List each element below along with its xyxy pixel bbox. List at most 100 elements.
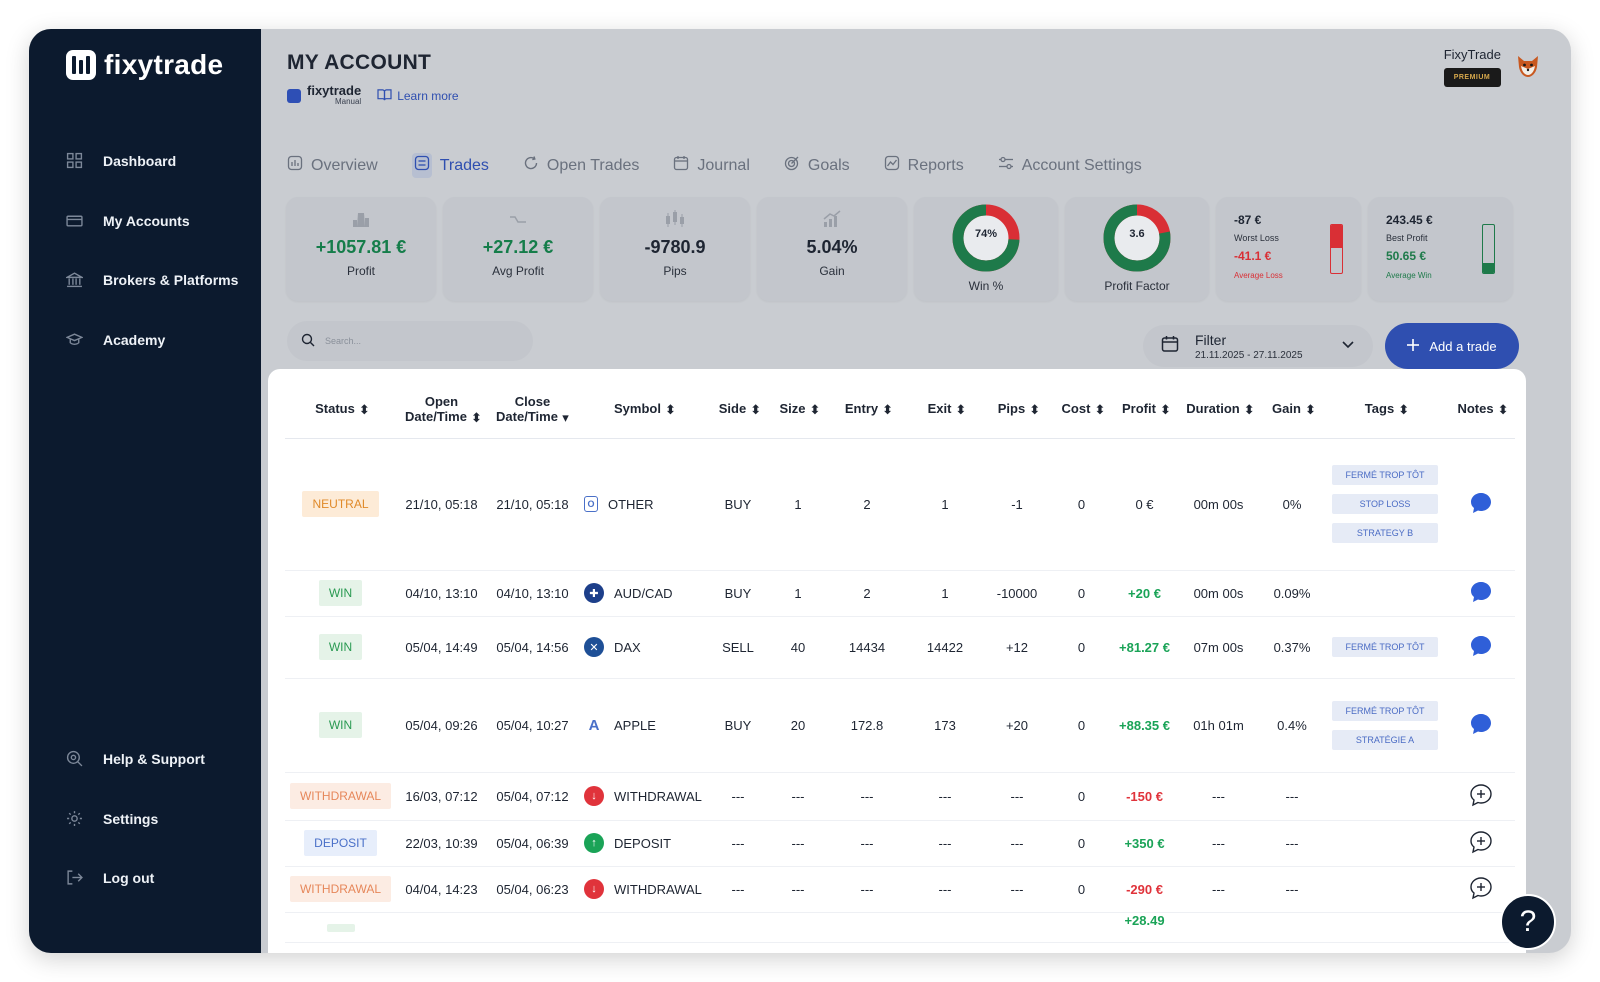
column-header-duration[interactable]: Duration ⬍ xyxy=(1176,381,1261,439)
column-header-notes[interactable]: Notes ⬍ xyxy=(1447,381,1515,439)
sidebar-item-dashboard[interactable]: Dashboard xyxy=(66,152,176,169)
date-filter-dropdown[interactable]: Filter 21.11.2025 - 27.11.2025 xyxy=(1143,325,1373,367)
table-row[interactable]: WITHDRAWAL 04/04, 14:23 05/04, 06:23 ↓ WI… xyxy=(285,866,1515,913)
sort-icon: ⬍ xyxy=(1243,402,1255,418)
symbol-name: DAX xyxy=(614,639,641,655)
help-button[interactable]: ? xyxy=(1500,894,1556,950)
add-trade-button[interactable]: Add a trade xyxy=(1385,323,1519,369)
column-header-side[interactable]: Side ⬍ xyxy=(708,381,768,439)
entry-cell: 2 xyxy=(828,570,906,617)
calendar-icon xyxy=(1161,335,1179,358)
target-icon xyxy=(784,155,800,176)
size-cell: --- xyxy=(768,820,828,867)
open-datetime: 21/10, 05:18 xyxy=(396,438,487,571)
tab-open-trades[interactable]: Open Trades xyxy=(523,153,639,178)
column-header-exit[interactable]: Exit ⬍ xyxy=(906,381,984,439)
tab-goals[interactable]: Goals xyxy=(784,153,850,178)
table-row[interactable]: DEPOSIT 22/03, 10:39 05/04, 06:39 ↑ DEPOS… xyxy=(285,820,1515,867)
entry-cell: 14434 xyxy=(828,616,906,679)
note-bubble-icon[interactable] xyxy=(1468,713,1494,740)
sidebar-item-academy[interactable]: Academy xyxy=(65,331,165,348)
sidebar-item-label: My Accounts xyxy=(103,212,190,229)
trade-tag[interactable]: STRATÉGIE A xyxy=(1332,729,1438,750)
note-bubble-icon[interactable] xyxy=(1468,581,1494,608)
table-row[interactable]: WIN 05/04, 14:49 05/04, 14:56 ✕ DAX SELL … xyxy=(285,616,1515,679)
sidebar-item-brokers[interactable]: Brokers & Platforms xyxy=(64,271,238,288)
column-header-tags[interactable]: Tags ⬍ xyxy=(1323,381,1447,439)
column-header-cost[interactable]: Cost ⬍ xyxy=(1050,381,1113,439)
search-input[interactable]: Search... xyxy=(287,321,533,361)
column-header-profit[interactable]: Profit ⬍ xyxy=(1113,381,1176,439)
withdrawal-arrow-icon: ↓ xyxy=(584,879,604,899)
apple-stock-icon: A xyxy=(588,716,600,734)
pips-cell: -1 xyxy=(984,438,1050,571)
column-header-open[interactable]: Open Date/Time ⬍ xyxy=(396,381,487,439)
status-cell: WITHDRAWAL xyxy=(285,772,396,821)
status-badge: WIN xyxy=(318,712,363,738)
trade-tag[interactable]: FERMÉ TROP TÔT xyxy=(1332,465,1438,485)
tab-reports[interactable]: Reports xyxy=(884,153,964,178)
table-row[interactable]: +28.49 xyxy=(285,912,1515,943)
avatar[interactable] xyxy=(1515,53,1541,79)
profit-cell: -150 € xyxy=(1113,772,1176,821)
sort-icon: ⬍ xyxy=(1159,402,1171,418)
account-source: fixytrade Manual Learn more xyxy=(287,84,459,106)
add-note-icon[interactable] xyxy=(1468,783,1494,811)
column-header-close[interactable]: Close Date/Time ▾ xyxy=(487,381,578,439)
status-badge: WIN xyxy=(318,634,363,660)
profit-factor-label: Profit Factor xyxy=(1104,279,1170,293)
table-row[interactable]: NEUTRAL 21/10, 05:18 21/10, 05:18 O OTHER… xyxy=(285,438,1515,571)
side-cell: SELL xyxy=(708,616,768,679)
tab-account-settings[interactable]: Account Settings xyxy=(998,153,1142,178)
pips-cell: -10000 xyxy=(984,570,1050,617)
column-header-entry[interactable]: Entry ⬍ xyxy=(828,381,906,439)
column-header-gain[interactable]: Gain ⬍ xyxy=(1261,381,1323,439)
column-header-pips[interactable]: Pips ⬍ xyxy=(984,381,1050,439)
notes-cell xyxy=(1447,678,1515,773)
column-header-size[interactable]: Size ⬍ xyxy=(768,381,828,439)
table-row[interactable]: WIN 05/04, 09:26 05/04, 10:27 A APPLE BUY… xyxy=(285,678,1515,773)
trade-tag[interactable]: STRATEGY B xyxy=(1332,523,1438,543)
gain-label: Gain xyxy=(819,264,845,278)
learn-more-link[interactable]: Learn more xyxy=(377,88,459,104)
brand-logo[interactable]: fixytrade xyxy=(66,49,223,81)
symbol-name: OTHER xyxy=(608,496,654,512)
sidebar-item-logout[interactable]: Log out xyxy=(66,869,154,886)
column-header-symbol[interactable]: Symbol ⬍ xyxy=(578,381,708,439)
trade-tag[interactable]: FERMÉ TROP TÔT xyxy=(1332,700,1438,721)
tab-label: Trades xyxy=(439,156,489,174)
win-ratio-bar xyxy=(1482,224,1495,274)
symbol-cell: ↓ WITHDRAWAL xyxy=(578,866,708,913)
symbol-cell: ↓ WITHDRAWAL xyxy=(578,772,708,821)
cost-cell: 0 xyxy=(1050,438,1113,571)
column-header-status[interactable]: Status ⬍ xyxy=(285,381,396,439)
trade-tag[interactable]: FERMÉ TROP TÔT xyxy=(1332,637,1438,657)
table-row[interactable]: WITHDRAWAL 16/03, 07:12 05/04, 07:12 ↓ WI… xyxy=(285,772,1515,821)
entry-cell: 2 xyxy=(828,438,906,571)
refresh-icon xyxy=(523,155,539,176)
sidebar-item-my-accounts[interactable]: My Accounts xyxy=(66,212,190,229)
table-row[interactable]: WIN 04/10, 13:10 04/10, 13:10 ✚ AUD/CAD B… xyxy=(285,570,1515,617)
pips-cell: --- xyxy=(984,772,1050,821)
symbol-name: WITHDRAWAL xyxy=(614,881,702,897)
trade-tag[interactable]: STOP LOSS xyxy=(1332,494,1438,514)
sidebar-item-help[interactable]: Help & Support xyxy=(66,750,205,767)
tab-trades[interactable]: Trades xyxy=(411,153,489,178)
note-bubble-icon[interactable] xyxy=(1468,635,1494,662)
status-cell: DEPOSIT xyxy=(285,820,396,867)
add-note-icon[interactable] xyxy=(1468,876,1494,904)
status-badge: WITHDRAWAL xyxy=(289,783,392,809)
user-menu[interactable]: FixyTrade PREMIUM xyxy=(1443,47,1541,87)
size-cell: 1 xyxy=(768,570,828,617)
note-bubble-icon[interactable] xyxy=(1468,492,1494,519)
tab-journal[interactable]: Journal xyxy=(673,153,750,178)
sort-icon: ⬍ xyxy=(1497,402,1509,418)
sidebar-item-settings[interactable]: Settings xyxy=(66,810,158,827)
tab-overview[interactable]: Overview xyxy=(287,153,378,178)
add-note-icon[interactable] xyxy=(1468,830,1494,858)
trades-table-panel: Status ⬍ Open Date/Time ⬍ Close Date/Time ▾ S… xyxy=(268,369,1526,953)
win-rate-win-segment xyxy=(952,204,1020,272)
sliders-icon xyxy=(998,155,1014,176)
notes-cell xyxy=(1447,616,1515,679)
exit-cell: --- xyxy=(906,820,984,867)
